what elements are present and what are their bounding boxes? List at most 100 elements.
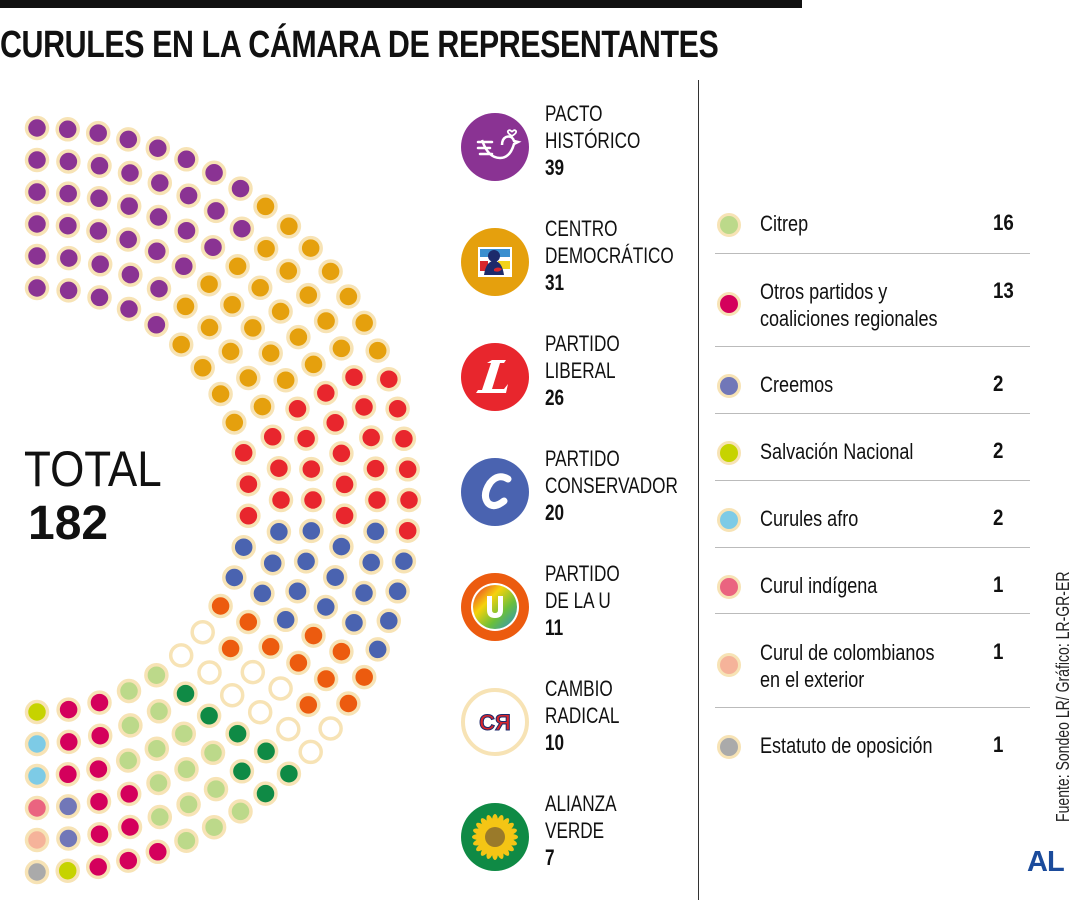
seat-cambio-radical [197, 660, 222, 685]
color-swatch-icon [717, 653, 741, 677]
seat-cambio-radical [298, 739, 323, 765]
seat-partido-liberal [364, 487, 390, 513]
seat-centro-democr-tico [197, 315, 222, 340]
party-legend-item: PARTIDO DE LA U 11 [460, 561, 695, 672]
seat-pacto-hist-rico [228, 176, 253, 201]
legend-value: 1 [993, 572, 1004, 597]
party-name-line1: CAMBIO [545, 676, 613, 701]
seat-partido-de-la-u [296, 692, 321, 718]
party-name-line1: PACTO [545, 101, 603, 126]
seat-centro-democr-tico [301, 352, 326, 377]
seat-citrep [171, 721, 197, 746]
party-name-line1: ALIANZA [545, 791, 617, 816]
seat-otros-partidos-y-coaliciones-regionales [87, 821, 112, 847]
seat-pacto-hist-rico [86, 186, 112, 211]
seat-partido-liberal [391, 426, 417, 452]
seat-pacto-hist-rico [116, 127, 141, 152]
seat-pacto-hist-rico [116, 296, 142, 322]
seat-citrep [115, 748, 141, 773]
seat-centro-democr-tico [196, 271, 222, 297]
seat-centro-democr-tico [329, 336, 354, 361]
legend-label-line1: Curul indígena [760, 573, 878, 598]
row-separator [715, 253, 1030, 254]
seat-partido-liberal [376, 366, 402, 392]
seat-centro-democr-tico [273, 367, 298, 393]
row-separator [715, 613, 1030, 614]
seat-pacto-hist-rico [145, 135, 171, 161]
seat-partido-liberal [332, 472, 357, 497]
seat-citrep [200, 740, 226, 766]
party-name-line2: CONSERVADOR [545, 473, 678, 498]
seat-alianza-verde [253, 781, 278, 806]
seat-pacto-hist-rico [55, 213, 81, 238]
seat-centro-democr-tico [318, 259, 343, 284]
seat-pacto-hist-rico [87, 252, 113, 277]
party-legend-item: CЯ CAMBIO RADICAL 10 [460, 676, 695, 787]
total-value: 182 [28, 497, 109, 550]
seat-centro-democr-tico [313, 308, 339, 334]
seat-partido-de-la-u [313, 666, 339, 692]
seat-partido-liberal [266, 455, 292, 481]
seat-pacto-hist-rico [176, 183, 201, 208]
seat-citrep [146, 699, 172, 724]
seat-alianza-verde [229, 759, 255, 784]
seat-centro-democr-tico [219, 292, 245, 318]
party-name: PARTIDO DE LA U 11 [545, 560, 620, 641]
seat-centro-democr-tico [218, 339, 243, 364]
seat-partido-conservador [358, 550, 384, 575]
seat-pacto-hist-rico [144, 312, 169, 338]
seat-partido-liberal [236, 503, 261, 529]
seat-pacto-hist-rico [229, 216, 255, 241]
party-seats: 31 [545, 270, 565, 295]
seat-centro-democr-tico [365, 338, 390, 363]
seat-pacto-hist-rico [174, 218, 199, 243]
seat-cambio-radical [240, 659, 266, 685]
seat-centro-democr-tico [168, 332, 194, 357]
legend-label: Otros partidos y coaliciones regionales [760, 278, 938, 332]
seat-salvaci-n-nacional [24, 699, 50, 725]
divider [698, 80, 699, 900]
seat-partido-conservador [250, 581, 275, 606]
seat-curul-ind-gena [24, 795, 50, 821]
seat-partido-de-la-u [218, 636, 243, 661]
seat-partido-conservador [266, 519, 292, 545]
seat-pacto-hist-rico [200, 234, 226, 260]
seat-estatuto-de-oposici-n [24, 859, 50, 885]
seat-pacto-hist-rico [24, 179, 50, 205]
color-swatch-icon [717, 508, 741, 532]
legend-label-line1: Creemos [760, 372, 834, 397]
seat-partido-conservador [376, 608, 402, 634]
row-separator [715, 707, 1030, 708]
seat-partido-conservador [299, 518, 324, 544]
seat-centro-democr-tico [258, 340, 283, 366]
source-note: Fuente: Sondeo LR/ Gráfico: LR-GR-ER [1053, 571, 1073, 822]
seat-partido-liberal [313, 380, 339, 406]
seat-partido-liberal [268, 487, 294, 513]
letter-c-logo-icon [461, 458, 529, 526]
seat-partido-conservador [231, 534, 256, 560]
seat-citrep [118, 713, 143, 738]
legend-label-line2: en el exterior [760, 667, 865, 692]
party-legend-item: PARTIDO LIBERAL 26 [460, 331, 695, 442]
legend-label-line2: coaliciones regionales [760, 306, 938, 331]
party-name: PARTIDO LIBERAL 26 [545, 330, 620, 411]
seat-partido-conservador [322, 564, 348, 590]
seat-partido-conservador [273, 607, 298, 633]
seat-alianza-verde [173, 681, 198, 706]
legend-label: Salvación Nacional [760, 438, 913, 465]
seat-partido-liberal [329, 441, 354, 466]
party-seats: 20 [545, 500, 565, 525]
brand-logo: AL [1027, 846, 1065, 878]
seat-centro-democr-tico [253, 194, 278, 219]
seat-pacto-hist-rico [203, 198, 229, 224]
seat-otros-partidos-y-coaliciones-regionales [55, 762, 81, 787]
seat-alianza-verde [196, 703, 222, 729]
seat-partido-liberal [358, 425, 384, 450]
seat-partido-de-la-u [286, 650, 311, 676]
seat-citrep [147, 804, 173, 830]
party-name: PARTIDO CONSERVADOR 20 [545, 445, 678, 526]
seat-centro-democr-tico [286, 324, 311, 350]
seat-partido-de-la-u [336, 691, 361, 716]
rainbow-u-logo-icon [461, 573, 529, 641]
svg-text:CЯ: CЯ [479, 710, 511, 735]
